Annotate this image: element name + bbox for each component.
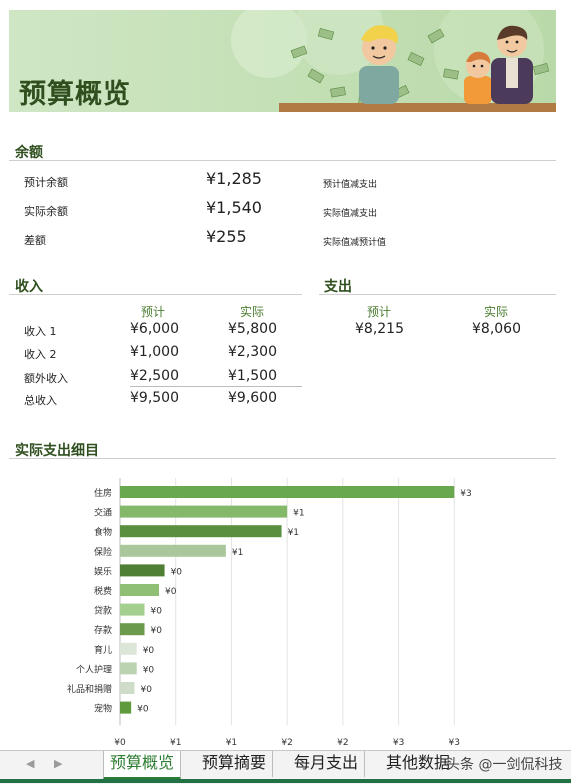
data-label: ¥0 bbox=[151, 626, 163, 636]
difference-note: 实际值减预计值 bbox=[323, 238, 387, 248]
expense-actual: ¥8,060 bbox=[472, 321, 521, 337]
estimated-balance-value: ¥1,285 bbox=[206, 169, 262, 188]
difference-value: ¥255 bbox=[206, 227, 247, 246]
bar bbox=[120, 584, 159, 596]
category-label: 保险 bbox=[94, 546, 112, 558]
tab-other-data[interactable]: 其他数据 bbox=[386, 753, 451, 772]
balance-heading: 余额 bbox=[15, 145, 43, 161]
bar bbox=[120, 603, 145, 616]
difference-label: 差额 bbox=[24, 234, 46, 247]
income-1-estimated: ¥6,000 bbox=[130, 321, 179, 337]
income-total-divider bbox=[130, 386, 302, 387]
income-1-label: 收入 1 bbox=[24, 325, 57, 338]
x-tick-label: ¥3 bbox=[449, 738, 460, 748]
data-label: ¥0 bbox=[140, 685, 152, 695]
status-bar bbox=[0, 779, 571, 783]
income-2-estimated: ¥1,000 bbox=[130, 344, 179, 360]
total-income-estimated: ¥9,500 bbox=[130, 390, 179, 406]
data-label: ¥0 bbox=[143, 665, 155, 675]
bar bbox=[120, 564, 165, 577]
category-label: 育儿 bbox=[94, 644, 112, 656]
extra-income-estimated: ¥2,500 bbox=[130, 368, 179, 384]
sheet-tab-bar: ◀ ▶ 预算概览 预算摘要 每月支出 其他数据 bbox=[0, 750, 571, 784]
actual-balance-value: ¥1,540 bbox=[206, 198, 262, 217]
income-col-actual: 实际 bbox=[240, 305, 265, 319]
expense-estimated: ¥8,215 bbox=[355, 321, 404, 337]
category-label: 食物 bbox=[94, 526, 112, 538]
bar bbox=[120, 486, 455, 498]
extra-income-label: 额外收入 bbox=[24, 372, 68, 385]
expense-divider bbox=[319, 294, 556, 295]
bar bbox=[120, 701, 132, 714]
data-label: ¥1 bbox=[232, 548, 243, 558]
data-label: ¥0 bbox=[137, 705, 149, 715]
data-label: ¥0 bbox=[143, 646, 155, 656]
next-sheet-icon[interactable]: ▶ bbox=[54, 757, 63, 770]
data-label: ¥1 bbox=[293, 509, 304, 519]
data-label: ¥0 bbox=[151, 607, 163, 617]
data-label: ¥3 bbox=[460, 489, 471, 499]
balance-divider bbox=[9, 160, 556, 161]
x-tick-label: ¥2 bbox=[337, 738, 348, 748]
x-tick-label: ¥1 bbox=[226, 738, 237, 748]
x-tick-label: ¥1 bbox=[170, 738, 181, 748]
tab-monthly-expense[interactable]: 每月支出 bbox=[288, 751, 366, 777]
category-label: 个人护理 bbox=[76, 663, 112, 675]
category-label: 税费 bbox=[94, 585, 112, 597]
actual-balance-note: 实际值减支出 bbox=[323, 209, 378, 219]
tab-budget-overview[interactable]: 预算概览 bbox=[103, 751, 182, 780]
bar bbox=[120, 642, 137, 655]
income-heading: 收入 bbox=[15, 279, 43, 295]
watermark: 头条 @一剑侃科技 bbox=[446, 757, 563, 773]
prev-sheet-icon[interactable]: ◀ bbox=[26, 757, 35, 770]
x-tick-label: ¥2 bbox=[281, 738, 292, 748]
bar bbox=[120, 662, 137, 675]
x-tick-label: ¥0 bbox=[114, 738, 126, 748]
x-tick-label: ¥3 bbox=[393, 738, 404, 748]
category-label: 礼品和捐赠 bbox=[67, 683, 112, 695]
bar bbox=[120, 544, 226, 557]
tab-budget-summary[interactable]: 预算摘要 bbox=[196, 751, 274, 777]
family-illustration bbox=[231, 10, 556, 112]
total-income-actual: ¥9,600 bbox=[228, 390, 277, 406]
data-label: ¥1 bbox=[288, 528, 299, 538]
breakdown-heading: 实际支出细目 bbox=[15, 443, 99, 459]
category-label: 贷款 bbox=[94, 605, 112, 617]
category-label: 宠物 bbox=[94, 703, 112, 715]
estimated-balance-note: 预计值减支出 bbox=[323, 180, 378, 190]
data-label: ¥0 bbox=[171, 567, 183, 577]
income-2-actual: ¥2,300 bbox=[228, 344, 277, 360]
data-label: ¥0 bbox=[165, 587, 177, 597]
expense-heading: 支出 bbox=[324, 279, 352, 295]
bar bbox=[120, 623, 145, 636]
estimated-balance-label: 预计余额 bbox=[24, 176, 68, 189]
expense-breakdown-chart: ¥0 ¥1 ¥1 ¥2 ¥2 ¥3 ¥3 住房 ¥3 交通 ¥1 食物 ¥1 保险 ¥1 娱乐 ¥0 税费 ¥0 贷款… bbox=[67, 478, 472, 748]
extra-income-actual: ¥1,500 bbox=[228, 368, 277, 384]
bar bbox=[120, 682, 135, 694]
actual-balance-label: 实际余额 bbox=[24, 205, 68, 218]
expense-col-estimated: 预计 bbox=[367, 305, 392, 319]
expense-col-actual: 实际 bbox=[484, 305, 509, 319]
income-col-estimated: 预计 bbox=[141, 305, 166, 319]
bar bbox=[120, 525, 282, 538]
income-2-label: 收入 2 bbox=[24, 348, 57, 361]
header-banner: 预算概览 bbox=[9, 10, 556, 112]
income-divider bbox=[9, 294, 302, 295]
category-label: 住房 bbox=[94, 487, 112, 499]
breakdown-divider bbox=[9, 458, 556, 459]
total-income-label: 总收入 bbox=[24, 394, 57, 407]
category-label: 交通 bbox=[94, 507, 112, 519]
category-label: 存款 bbox=[94, 624, 112, 636]
bar bbox=[120, 505, 288, 518]
page-title: 预算概览 bbox=[19, 79, 131, 110]
income-1-actual: ¥5,800 bbox=[228, 321, 277, 337]
category-label: 娱乐 bbox=[94, 565, 112, 577]
